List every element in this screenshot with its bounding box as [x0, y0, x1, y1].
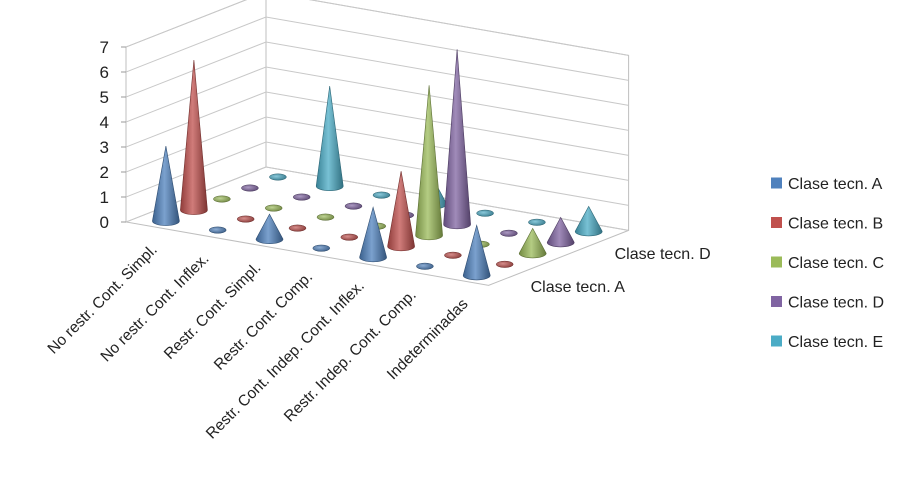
cone-clase-tecn-a-indeterminadas — [462, 224, 491, 281]
legend-label-clase-tecn-b: Clase tecn. B — [788, 216, 883, 233]
gridlines — [125, 0, 629, 231]
gridline — [125, 91, 629, 156]
cone-clase-tecn-c-indeterminadas — [518, 227, 547, 259]
cone-clase-tecn-a-restr-cont-simpl — [255, 213, 284, 245]
y-tick-label: 3 — [100, 138, 109, 157]
cone-clase-tecn-e-restr-cont-indep-cont-inflex — [476, 209, 494, 217]
y-tick-label: 1 — [100, 188, 109, 207]
cone-clase-tecn-d-indeterminadas — [546, 216, 575, 248]
cone-clase-tecn-e-indeterminadas — [574, 205, 603, 237]
floor-edge — [125, 221, 629, 286]
cone-clase-tecn-b-no-restr-cont-inflex — [236, 215, 255, 223]
cone-clase-tecn-c-no-restr-cont-inflex — [264, 204, 283, 212]
cone-clase-tecn-a-no-restr-cont-inflex — [208, 226, 227, 234]
legend-swatch-clase-tecn-a — [771, 177, 782, 189]
cone-clase-tecn-a-restr-cont-comp — [312, 244, 331, 252]
cone-clase-tecn-e-no-restr-cont-simpl — [269, 173, 287, 181]
gridline — [125, 116, 629, 181]
y-tick-label: 2 — [100, 163, 109, 182]
cone-clase-tecn-a-restr-cont-indep-cont-inflex — [359, 206, 387, 263]
cone-clase-tecn-b-no-restr-cont-simpl — [180, 59, 208, 215]
gridline — [125, 141, 629, 206]
cone-clase-tecn-d-no-restr-cont-inflex — [292, 193, 311, 201]
cone-clase-tecn-a-no-restr-cont-simpl — [152, 145, 180, 226]
cone-clase-tecn-b-restr-indep-cont-comp — [444, 251, 462, 259]
legend-label-clase-tecn-e: Clase tecn. E — [788, 334, 883, 351]
cone-clase-tecn-c-no-restr-cont-simpl — [213, 195, 231, 203]
cone-clase-tecn-d-restr-cont-indep-cont-inflex — [443, 49, 471, 230]
gridline — [125, 0, 629, 56]
legend-label-clase-tecn-a: Clase tecn. A — [788, 176, 883, 193]
gridline — [125, 16, 629, 81]
y-tick-label: 5 — [100, 88, 109, 107]
legend: Clase tecn. A Clase tecn. B Clase tecn. C C… — [771, 176, 884, 351]
depth-label-clase-tecn-d: Clase tecn. D — [615, 246, 711, 263]
legend-label-clase-tecn-c: Clase tecn. C — [788, 255, 884, 272]
cone-clase-tecn-e-no-restr-cont-inflex — [315, 86, 344, 191]
x-axis-label-no-restr-cont-simpl: No restr. Cont. Simpl. — [45, 241, 161, 357]
cone-marks — [152, 49, 603, 281]
gridline — [125, 66, 629, 131]
x-axis-label-no-restr-cont-inflex: No restr. Cont. Inflex. — [98, 250, 213, 365]
cone-clase-tecn-c-restr-cont-indep-cont-inflex — [415, 85, 443, 241]
y-tick-label: 0 — [100, 213, 109, 232]
legend-swatch-clase-tecn-e — [771, 335, 782, 347]
cone-clase-tecn-b-restr-cont-indep-cont-inflex — [387, 171, 415, 252]
depth-label-clase-tecn-a: Clase tecn. A — [531, 279, 626, 296]
y-tick-label: 7 — [100, 38, 109, 57]
legend-swatch-clase-tecn-c — [771, 256, 782, 268]
cone-clase-tecn-a-restr-indep-cont-comp — [416, 262, 434, 270]
cone-clase-tecn-e-restr-cont-simpl — [372, 191, 391, 199]
cone-clase-tecn-d-no-restr-cont-simpl — [241, 184, 259, 192]
y-tick-label: 4 — [100, 113, 109, 132]
y-axis-ticks: 0 1 2 3 4 5 6 7 — [100, 38, 126, 232]
y-tick-label: 6 — [100, 63, 109, 82]
legend-swatch-clase-tecn-d — [771, 296, 782, 307]
cone-clase-tecn-d-restr-indep-cont-comp — [500, 229, 518, 237]
cone-clase-tecn-d-restr-cont-simpl — [344, 202, 363, 210]
cone-clase-tecn-b-restr-cont-simpl — [288, 224, 307, 232]
depth-axis-labels: Clase tecn. A Clase tecn. D — [531, 246, 711, 296]
cone-clase-tecn-c-restr-cont-simpl — [316, 213, 335, 221]
cone-clase-tecn-b-indeterminadas — [495, 260, 514, 268]
legend-swatch-clase-tecn-b — [771, 217, 782, 228]
legend-label-clase-tecn-d: Clase tecn. D — [788, 295, 884, 312]
gridline — [125, 41, 629, 106]
cone-clase-tecn-b-restr-cont-comp — [340, 233, 359, 241]
cone-clase-tecn-e-restr-indep-cont-comp — [528, 218, 546, 226]
